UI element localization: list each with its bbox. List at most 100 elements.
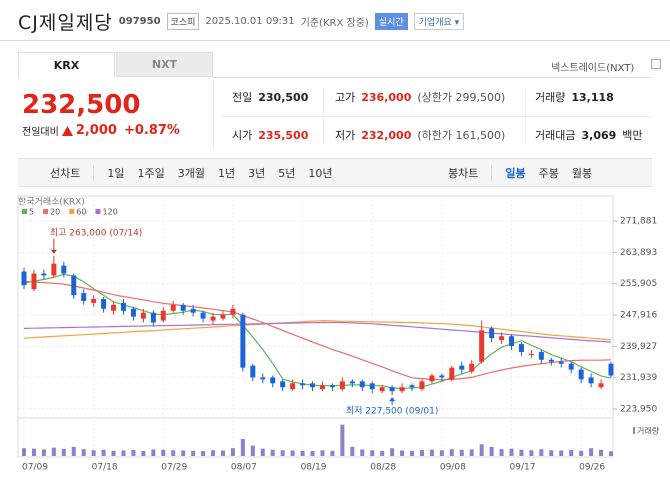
nxt-link[interactable]: 넥스트레이드(NXT) [551,63,635,74]
candle-body [359,381,365,388]
x-tick-label: 07/09 [22,463,48,473]
volume-bar [360,449,365,456]
period-button[interactable]: 5년 [278,166,296,180]
volume-bar [509,448,514,456]
candle-body [349,381,355,384]
period-button[interactable]: 1주일 [137,166,165,180]
annotation-arrowhead [389,397,396,402]
legend-swatch [22,209,27,214]
candle-body [280,381,286,388]
legend-label: 5 [29,208,34,217]
period-button[interactable]: 3년 [248,166,266,180]
stat-label: 전일 [232,91,253,104]
candle-body [310,383,316,388]
stat: 거래대금 3,069 백만 [535,125,643,145]
volume-bar [439,450,444,456]
ma-line [23,319,612,341]
stat: 저가 232,000 (하한가 161,500) [335,125,505,145]
change-pct: +0.87% [123,123,180,138]
period-button[interactable]: 1년 [218,166,236,180]
period-button[interactable]: 3개월 [177,166,205,180]
legend-swatch [95,209,101,214]
candle-body [518,344,524,352]
mode-button[interactable]: 선차트 [50,164,95,181]
tab-krx[interactable]: KRX [18,52,115,77]
volume-bar [131,449,136,456]
period-button[interactable]: 1일 [107,166,125,180]
ma-line [23,280,612,381]
divider [525,88,526,144]
volume-bar [41,449,46,456]
period-button[interactable]: 일봉 [505,166,526,180]
candle-body [150,312,156,323]
stat-label: 고가 [335,91,356,104]
volume-bar [380,450,385,456]
candle-body [419,381,425,390]
candle-body [558,361,564,364]
volume-bar [469,449,474,456]
datetime: 2025.10.01 09:31 [205,16,295,27]
chart-frame [17,195,614,458]
volume-bar [151,449,156,456]
stat-value: 235,500 [258,128,309,142]
volume-bar [191,450,196,456]
candle-body [140,312,146,319]
candle-body [449,367,455,380]
candle-body [120,302,126,311]
volume-bar [519,449,524,456]
stat-label: 저가 [335,129,356,142]
stat-value: 232,000 [361,128,412,142]
stat-extra: (상한가 299,500) [417,91,506,104]
up-arrow [61,125,73,136]
low-annotation: 최저 227,500 (09/01) [346,406,438,417]
tab-nxt[interactable]: NXT [116,52,213,77]
volume-bar [201,451,206,456]
high-annotation: 최고 263,000 (07/14) [50,227,142,238]
candle-body [170,304,176,311]
stat-extra: (하한가 161,500) [417,129,506,142]
realtime-button[interactable]: 실시간 [374,13,408,30]
candle-body [339,381,345,390]
candle-body [300,383,306,386]
candle-body [588,377,594,384]
period-button[interactable]: 월봉 [571,166,593,180]
volume-bar [270,449,275,456]
volume-bar [171,450,176,456]
candle-body [548,359,554,362]
stock-title: CJ제일제당 [18,12,113,34]
company-info-button[interactable]: 기업개요 ▾ [413,13,465,30]
header: CJ제일제당 097950 코스피 2025.10.01 09:31 기준(KR… [18,8,465,35]
candle-body [469,363,475,372]
mode-button[interactable]: 봉차트 [448,164,493,181]
period-button[interactable]: 주봉 [538,166,559,180]
legend-label: 120 [102,208,117,217]
candle-body [230,308,236,315]
candle-body [111,304,117,311]
candle-body [71,275,77,296]
candle-body [319,385,325,390]
candle-body [369,383,375,390]
volume-bar [529,450,534,456]
candle-body [190,308,196,313]
y-tick-label: 231,939 [620,373,657,383]
volume-bar [330,450,335,456]
stat-unit: 백만 [622,129,643,142]
volume-label: 거래량 [637,426,660,436]
stat-label: 거래대금 [535,129,576,142]
volume-bar [290,450,295,456]
candle-body [568,363,574,370]
volume-bar [230,448,235,456]
volume-bar [161,449,166,456]
period-button[interactable]: 10년 [308,166,333,180]
volume-bar [240,439,245,456]
volume-bar [81,449,86,456]
volume-bar [370,450,375,456]
volume-bar [350,446,355,456]
change-label: 전일대비 [22,127,59,138]
nxt-icon[interactable] [651,59,661,69]
candle-body [220,314,226,319]
stat-value: 236,000 [361,90,412,104]
basis: 기준(KRX 장중) [300,18,369,29]
